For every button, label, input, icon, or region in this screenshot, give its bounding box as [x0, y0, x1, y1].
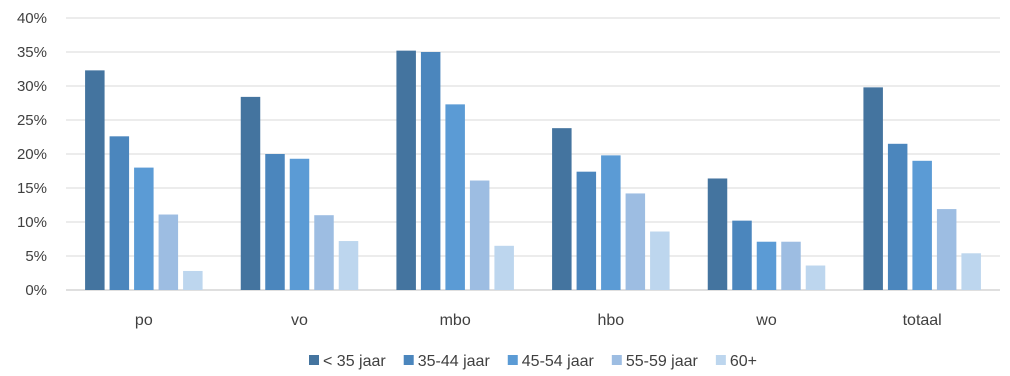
bar-po-series-1: [109, 136, 130, 290]
y-tick-label: 30%: [17, 78, 47, 95]
bar-vo-series-2: [289, 158, 310, 290]
legend-swatch: [507, 355, 518, 365]
x-category-label: wo: [755, 312, 777, 329]
bar-po-series-0: [85, 70, 105, 290]
legend-item: 45-54 jaar: [507, 353, 595, 370]
legend-item: 60+: [715, 353, 757, 370]
legend: < 35 jaar 35-44 jaar 45-54 jaar 55-59 jaar 6…: [309, 353, 757, 370]
x-category-label: po: [135, 312, 153, 329]
bar-vo-series-0: [240, 96, 261, 290]
bar-hbo-series-4: [650, 231, 670, 290]
legend-item: < 35 jaar: [309, 353, 386, 370]
legend-label: 60+: [730, 353, 757, 370]
x-category-label: mbo: [440, 312, 471, 329]
bar-mbo-series-4: [494, 245, 514, 290]
legend-item: 55-59 jaar: [611, 353, 699, 370]
bar-po-series-3: [158, 214, 179, 290]
x-category-label: vo: [291, 312, 308, 329]
bar-hbo-series-1: [576, 171, 597, 290]
x-axis: po vo mbo hbo wo totaal: [135, 312, 942, 329]
legend-swatch: [403, 355, 414, 365]
bar-mbo-series-0: [396, 50, 416, 290]
bar-wo-series-2: [756, 241, 777, 290]
legend-label: 35-44 jaar: [418, 353, 491, 370]
legend-label: 55-59 jaar: [626, 353, 699, 370]
bar-wo-series-4: [805, 265, 826, 290]
gridlines: [66, 17, 1000, 291]
bar-totaal-series-4: [961, 253, 981, 290]
legend-swatch: [309, 355, 319, 365]
bar-mbo-series-2: [445, 104, 465, 290]
bar-hbo-series-3: [625, 193, 646, 290]
bar-wo-series-3: [781, 241, 801, 290]
y-tick-label: 20%: [17, 146, 47, 163]
legend-swatch: [611, 355, 622, 365]
bar-totaal-series-2: [912, 160, 932, 290]
bar-mbo-series-3: [469, 180, 490, 290]
y-tick-label: 10%: [17, 214, 47, 231]
bar-totaal-series-3: [936, 209, 957, 290]
y-tick-label: 35%: [17, 44, 47, 61]
legend-swatch: [715, 355, 726, 365]
bar-mbo-series-1: [420, 52, 441, 290]
y-tick-label: 40%: [17, 10, 47, 27]
bar-vo-series-3: [314, 215, 334, 290]
bar-vo-series-1: [265, 154, 285, 290]
legend-label: < 35 jaar: [323, 353, 386, 370]
x-category-label: hbo: [597, 312, 624, 329]
bar-po-series-4: [183, 270, 203, 290]
bar-vo-series-4: [338, 241, 359, 290]
y-tick-label: 0%: [25, 282, 47, 299]
bar-hbo-series-2: [601, 155, 621, 290]
y-tick-label: 25%: [17, 112, 47, 129]
legend-label: 45-54 jaar: [522, 353, 595, 370]
y-axis: 0% 5% 10% 15% 20% 25% 30% 35% 40%: [17, 10, 47, 299]
x-category-label: totaal: [903, 312, 942, 329]
bar-po-series-2: [134, 167, 154, 290]
bar-totaal-series-1: [887, 143, 908, 290]
bars: [85, 50, 981, 290]
bar-wo-series-0: [707, 178, 728, 290]
bar-hbo-series-0: [552, 128, 572, 290]
y-tick-label: 5%: [25, 248, 47, 265]
y-tick-label: 15%: [17, 180, 47, 197]
bar-totaal-series-0: [863, 87, 883, 290]
bar-wo-series-1: [732, 220, 752, 290]
legend-item: 35-44 jaar: [403, 353, 491, 370]
